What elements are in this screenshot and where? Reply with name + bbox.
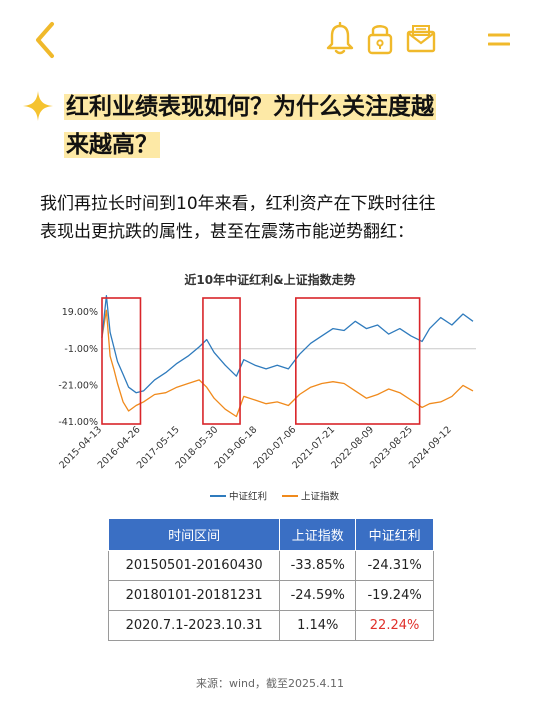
table-row: 20150501-20160430 -33.85% -24.31% <box>107 550 434 581</box>
highlight-box <box>101 297 142 425</box>
table-cell: -19.24% <box>355 580 434 611</box>
table-row: 20180101-20181231 -24.59% -19.24% <box>107 580 434 611</box>
body-line-1: 我们再拉长时间到10年来看，红利资产在下跌时往往 <box>40 194 436 214</box>
y-tick-label: 19.00% <box>62 307 98 318</box>
table-cell: 2020.7.1-2023.10.31 <box>107 610 281 641</box>
lock-icon[interactable] <box>366 20 394 56</box>
y-tick-label: -41.00% <box>58 417 98 428</box>
mail-icon[interactable] <box>406 24 436 54</box>
heading-text: 红利业绩表现如何？为什么关注度越 来越高？ <box>64 88 514 164</box>
body-line-2: 表现出更抗跌的属性，甚至在震荡市能逆势翻红： <box>40 222 414 242</box>
legend-label: 中证红利 <box>229 491 267 503</box>
legend-label: 上证指数 <box>301 491 340 503</box>
heading-line-2: 来越高？ <box>64 132 160 158</box>
table-cell: 20180101-20181231 <box>107 580 281 611</box>
table-cell: -33.85% <box>279 550 357 581</box>
table-header-row: 时间区间 上证指数 中证红利 <box>107 518 434 551</box>
sparkle-icon <box>23 91 53 121</box>
table-header-cell: 上证指数 <box>279 518 357 551</box>
top-bar <box>0 0 540 80</box>
y-tick-label: -21.00% <box>58 380 98 391</box>
bell-icon[interactable] <box>326 22 354 56</box>
chart-title: 近10年中证红利&上证指数走势 <box>184 272 355 287</box>
heading-line-1: 红利业绩表现如何？为什么关注度越 <box>64 94 436 120</box>
body-paragraph: 我们再拉长时间到10年来看，红利资产在下跌时往往 表现出更抗跌的属性，甚至在震荡… <box>40 190 510 246</box>
series-line <box>101 295 474 394</box>
line-chart: 近10年中证红利&上证指数走势 19.00% -1.00% -21.00% -41.00… <box>57 272 476 503</box>
highlight-box <box>295 297 421 425</box>
series-line <box>101 309 474 418</box>
table-cell: -24.31% <box>355 550 434 581</box>
source-note: 来源：wind，截至2025.4.11 <box>196 677 344 690</box>
table-header-cell: 时间区间 <box>107 518 281 551</box>
table-header-cell: 中证红利 <box>355 518 434 551</box>
performance-table: 时间区间 上证指数 中证红利 20150501-20160430 -33.85%… <box>107 518 434 641</box>
table-cell-highlight: 22.24% <box>355 610 434 641</box>
back-icon[interactable] <box>30 20 60 60</box>
y-tick-label: -1.00% <box>64 344 98 355</box>
highlight-box <box>202 297 241 425</box>
table-row: 2020.7.1-2023.10.31 1.14% 22.24% <box>107 610 434 641</box>
table-cell: 20150501-20160430 <box>107 550 281 581</box>
table-cell: -24.59% <box>279 580 357 611</box>
table-cell: 1.14% <box>279 610 357 641</box>
menu-icon[interactable] <box>488 32 510 48</box>
chart-container: 近10年中证红利&上证指数走势 19.00% -1.00% -21.00% -41.00… <box>40 262 500 512</box>
